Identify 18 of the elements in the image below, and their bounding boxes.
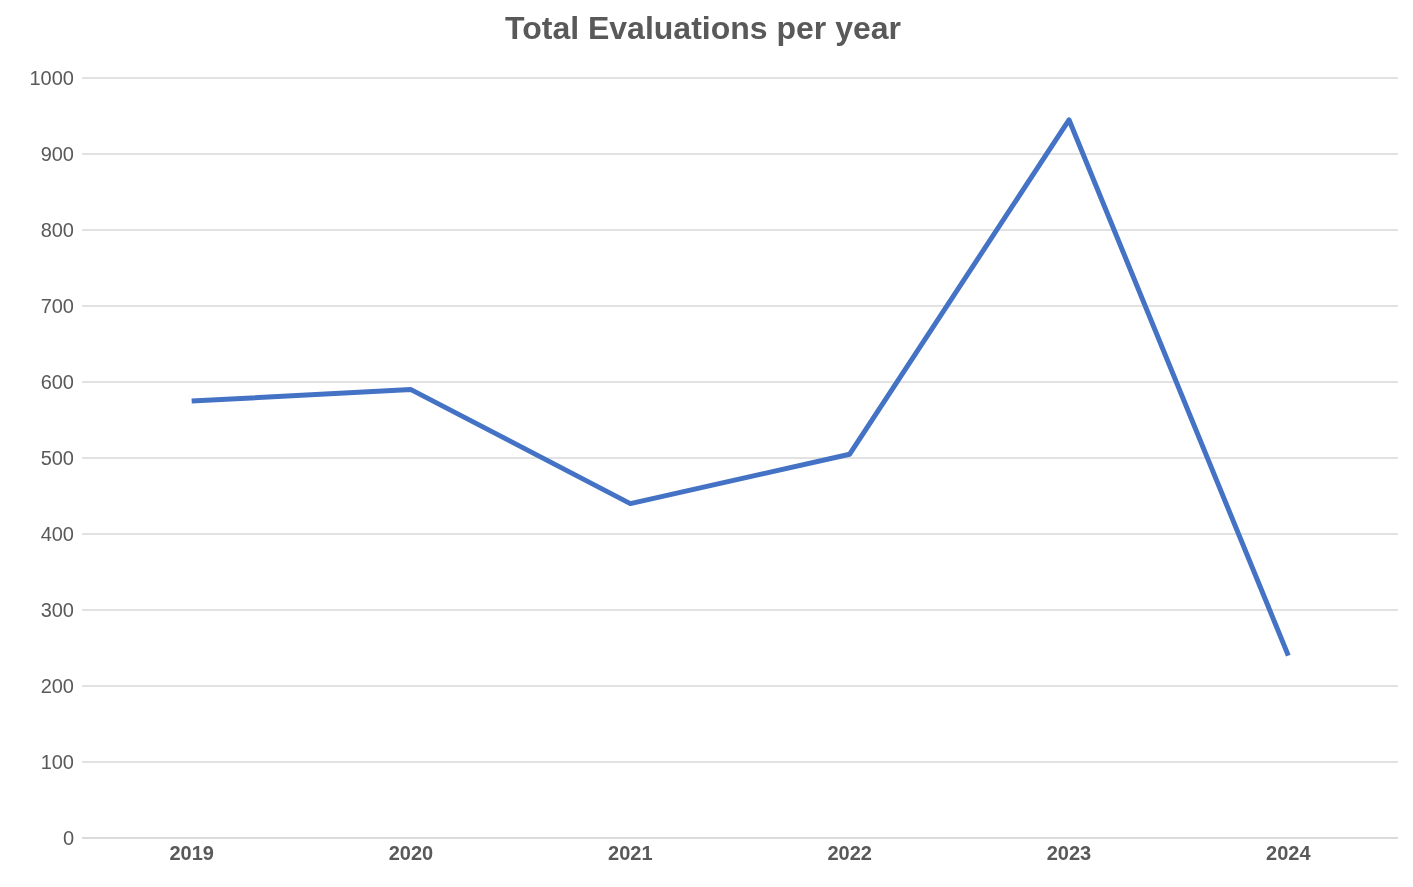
chart-title: Total Evaluations per year [504,9,902,48]
x-tick-label: 2019 [169,842,214,865]
y-tick-label: 200 [40,675,74,698]
y-tick-label: 300 [40,599,74,622]
x-tick-label: 2021 [608,842,653,865]
y-tick-label: 700 [40,295,74,318]
x-tick-label: 2023 [1046,842,1092,865]
y-tick-label: 800 [40,219,74,242]
y-tick-label: 100 [40,751,74,774]
y-tick-label: 0 [62,827,74,850]
y-tick-label: 600 [40,371,74,394]
y-tick-label: 500 [40,447,74,470]
x-tick-label: 2022 [827,842,872,865]
y-tick-label: 900 [40,143,74,166]
y-tick-label: 400 [40,523,74,546]
x-tick-label: 2024 [1266,842,1312,865]
x-tick-label: 2020 [388,842,434,865]
y-tick-label: 1000 [29,67,74,90]
